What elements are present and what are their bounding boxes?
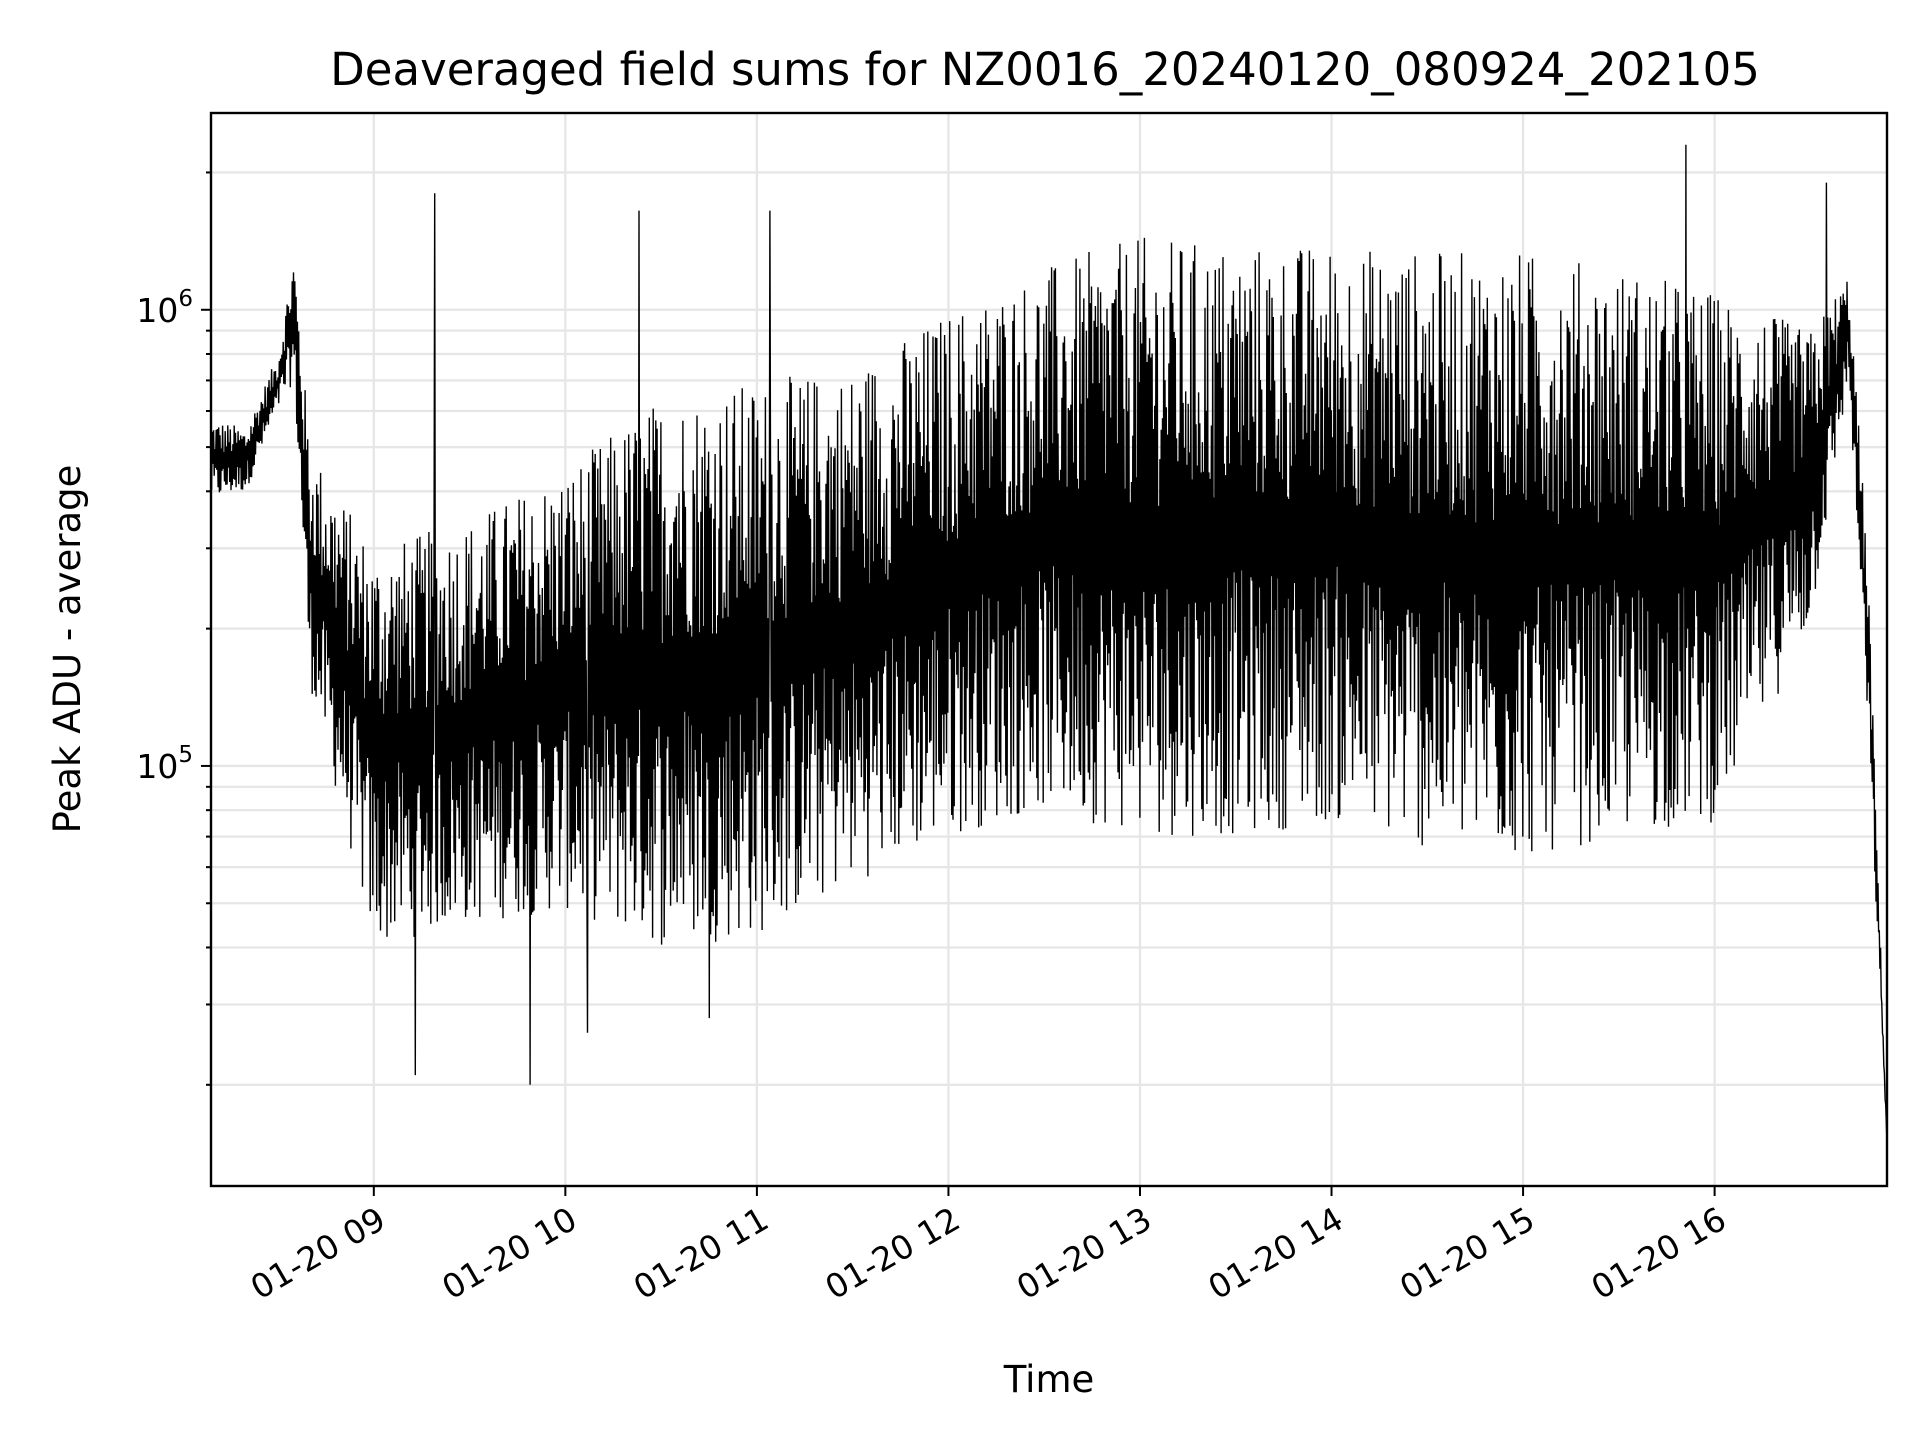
y-axis: 105 106	[136, 171, 211, 1086]
x-tick-label: 01-20 16	[1585, 1199, 1733, 1307]
x-tick-label: 01-20 11	[627, 1199, 775, 1307]
x-tick-label: 01-20 13	[1010, 1199, 1158, 1307]
x-axis: 01-20 09 01-20 10 01-20 11 01-20 12 01-20 13…	[244, 1186, 1733, 1307]
x-tick-label: 01-20 10	[435, 1199, 583, 1307]
plot-frame	[209, 111, 1889, 1188]
series-layer	[210, 144, 1888, 1142]
y-tick-label: 106	[136, 286, 193, 330]
x-axis-label: Time	[1003, 1358, 1095, 1401]
y-tick-label: 105	[136, 742, 193, 786]
y-axis-label: Peak ADU - average	[46, 465, 89, 834]
chart-title: Deaveraged field sums for NZ0016_2024012…	[330, 43, 1760, 96]
series-line	[210, 144, 1888, 1142]
x-tick-label: 01-20 14	[1202, 1199, 1350, 1307]
x-tick-label: 01-20 15	[1393, 1199, 1541, 1307]
x-tick-label: 01-20 09	[244, 1199, 392, 1307]
x-tick-label: 01-20 12	[818, 1199, 966, 1307]
